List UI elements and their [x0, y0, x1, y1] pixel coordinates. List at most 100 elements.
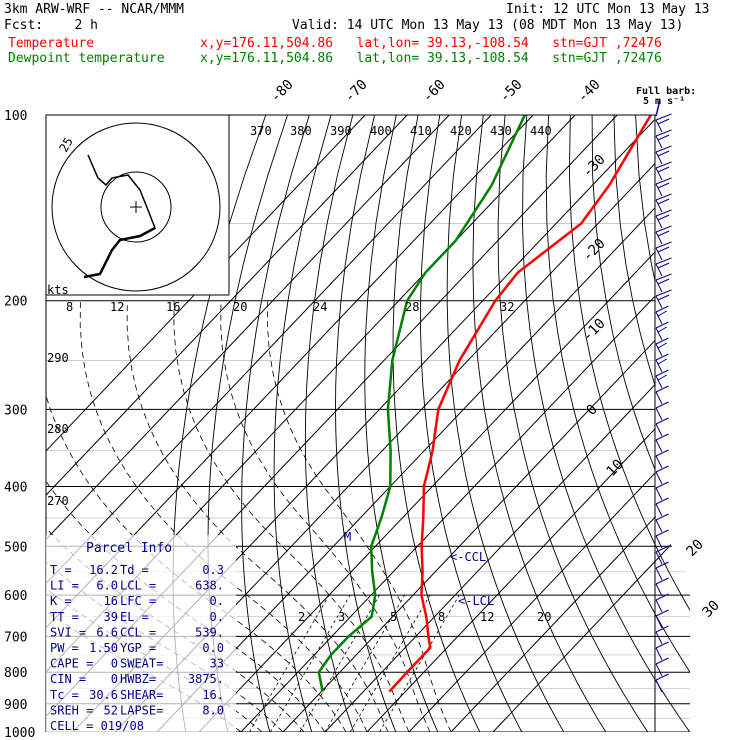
isotherm-line — [492, 115, 690, 732]
wind-barb-staff — [655, 343, 663, 357]
wind-barb-flag — [655, 225, 672, 233]
wind-barb-flag — [655, 497, 669, 505]
wind-barb-flag — [655, 465, 669, 473]
isotherm-line — [282, 115, 690, 732]
wind-barb-flag — [655, 113, 672, 121]
isotherm-label: -10 — [580, 316, 609, 345]
wind-barb-flag — [657, 358, 668, 365]
wind-barb-flag — [657, 182, 670, 189]
wind-barb-flag — [655, 161, 672, 169]
dewpoint-profile — [317, 115, 526, 692]
isotherm-label: -80 — [268, 77, 297, 106]
parcel-value: 0 — [111, 657, 118, 671]
wind-barb-flag — [657, 214, 670, 221]
barb-legend-title: Full barb: — [636, 86, 696, 97]
mixing-ratio-label: 5 — [390, 610, 397, 624]
pressure-label: 400 — [4, 480, 27, 495]
parcel-value: 0. — [210, 610, 224, 624]
parcel-value: 6.0 — [96, 579, 118, 593]
moist-adiabat — [46, 300, 305, 732]
wind-barb-staff — [655, 263, 663, 277]
theta-label: 410 — [410, 124, 432, 138]
wind-barb-flag — [657, 294, 670, 301]
wind-barb-staff — [655, 583, 663, 597]
wind-barb-staff — [655, 599, 663, 613]
pressure-label: 700 — [4, 630, 27, 645]
theta-e-label: 8 — [66, 300, 73, 314]
isotherm-label: -30 — [580, 152, 609, 181]
temperature-legend: Temperature — [8, 36, 95, 51]
theta-label: 430 — [490, 124, 512, 138]
theta-e-label: 32 — [500, 300, 514, 314]
dry-adiabat — [472, 115, 607, 732]
wind-barb-staff — [655, 135, 663, 149]
isotherm-line — [46, 115, 492, 732]
parcel-value: 33 — [210, 657, 224, 671]
isotherm-line — [46, 115, 450, 732]
parcel-key: HWBZ= — [120, 672, 156, 686]
dry-adiabat — [568, 115, 690, 732]
mixing-ratio-line — [249, 594, 330, 732]
wind-barb-flag — [655, 529, 669, 537]
wind-barb-staff — [655, 663, 663, 677]
hodograph-trace-low — [83, 226, 156, 279]
parcel-key: EL = — [120, 610, 149, 624]
wind-barb-flag — [655, 289, 672, 297]
wind-barb-staff — [655, 471, 663, 485]
wind-barb-staff — [655, 631, 663, 645]
wind-barb-staff — [655, 215, 663, 229]
wind-barb-flag — [657, 198, 670, 205]
wind-barb-flag — [655, 305, 669, 313]
wind-barb-flag — [655, 433, 669, 441]
theta-label: 290 — [47, 351, 69, 365]
isotherm-line — [46, 115, 408, 732]
pressure-label: 600 — [4, 589, 27, 604]
parcel-value: 0. — [210, 594, 224, 608]
dry-adiabat — [591, 115, 690, 732]
parcel-value: 8.0 — [202, 703, 224, 717]
model-title: 3km ARW-WRF -- NCAR/MMM — [4, 2, 185, 17]
wind-barb-flag — [655, 673, 669, 681]
isotherm-label: -50 — [497, 77, 526, 106]
moist-adiabat — [267, 300, 452, 732]
wind-barb-staff — [655, 311, 663, 325]
pressure-label: 100 — [4, 109, 27, 124]
theta-label: 400 — [370, 124, 392, 138]
wind-barb-flag — [657, 134, 670, 141]
theta-label: 280 — [47, 422, 69, 436]
mixing-ratio-label: 3 — [338, 610, 345, 624]
pressure-label: 500 — [4, 540, 27, 555]
wind-barb-staff — [655, 567, 663, 581]
mixing-ratio-label: 20 — [537, 610, 551, 624]
mixing-ratio-line — [270, 594, 351, 732]
init-time: Init: 12 UTC Mon 13 May 13 — [506, 2, 710, 17]
isotherm-line — [156, 115, 690, 732]
parcel-value: 52 — [104, 703, 118, 717]
wind-barb-flag — [657, 230, 670, 237]
isotherm-line — [408, 115, 690, 732]
wind-barb-flag — [655, 353, 669, 361]
wind-barb-staff — [655, 119, 663, 133]
isotherm-label: -70 — [342, 77, 371, 106]
forecast-hour: Fcst: 2 h — [4, 18, 98, 33]
wind-barb-flag — [655, 177, 672, 185]
parcel-value: 6.6 — [96, 625, 118, 639]
parcel-cell: CELL = 019/08 — [50, 719, 144, 733]
dry-adiabat — [635, 115, 690, 732]
parcel-key: LI = — [50, 579, 79, 593]
parcel-value: 39 — [104, 610, 118, 624]
hodograph-ring-label: 25 — [56, 135, 75, 155]
wind-barb-staff — [655, 535, 663, 549]
moist-adiabat — [126, 300, 389, 732]
wind-barb-flag — [657, 278, 670, 285]
wind-barb-flag — [657, 118, 670, 125]
wind-barb-flag — [655, 641, 669, 649]
parcel-value: 539. — [195, 625, 224, 639]
dry-adiabat — [273, 115, 332, 732]
wind-barb-staff — [655, 151, 663, 165]
wind-barb-staff — [655, 487, 663, 501]
wind-barb-flag — [657, 342, 668, 349]
wind-barb-staff — [655, 295, 663, 309]
pressure-label: 300 — [4, 403, 27, 418]
wind-barb-flag — [655, 321, 669, 329]
